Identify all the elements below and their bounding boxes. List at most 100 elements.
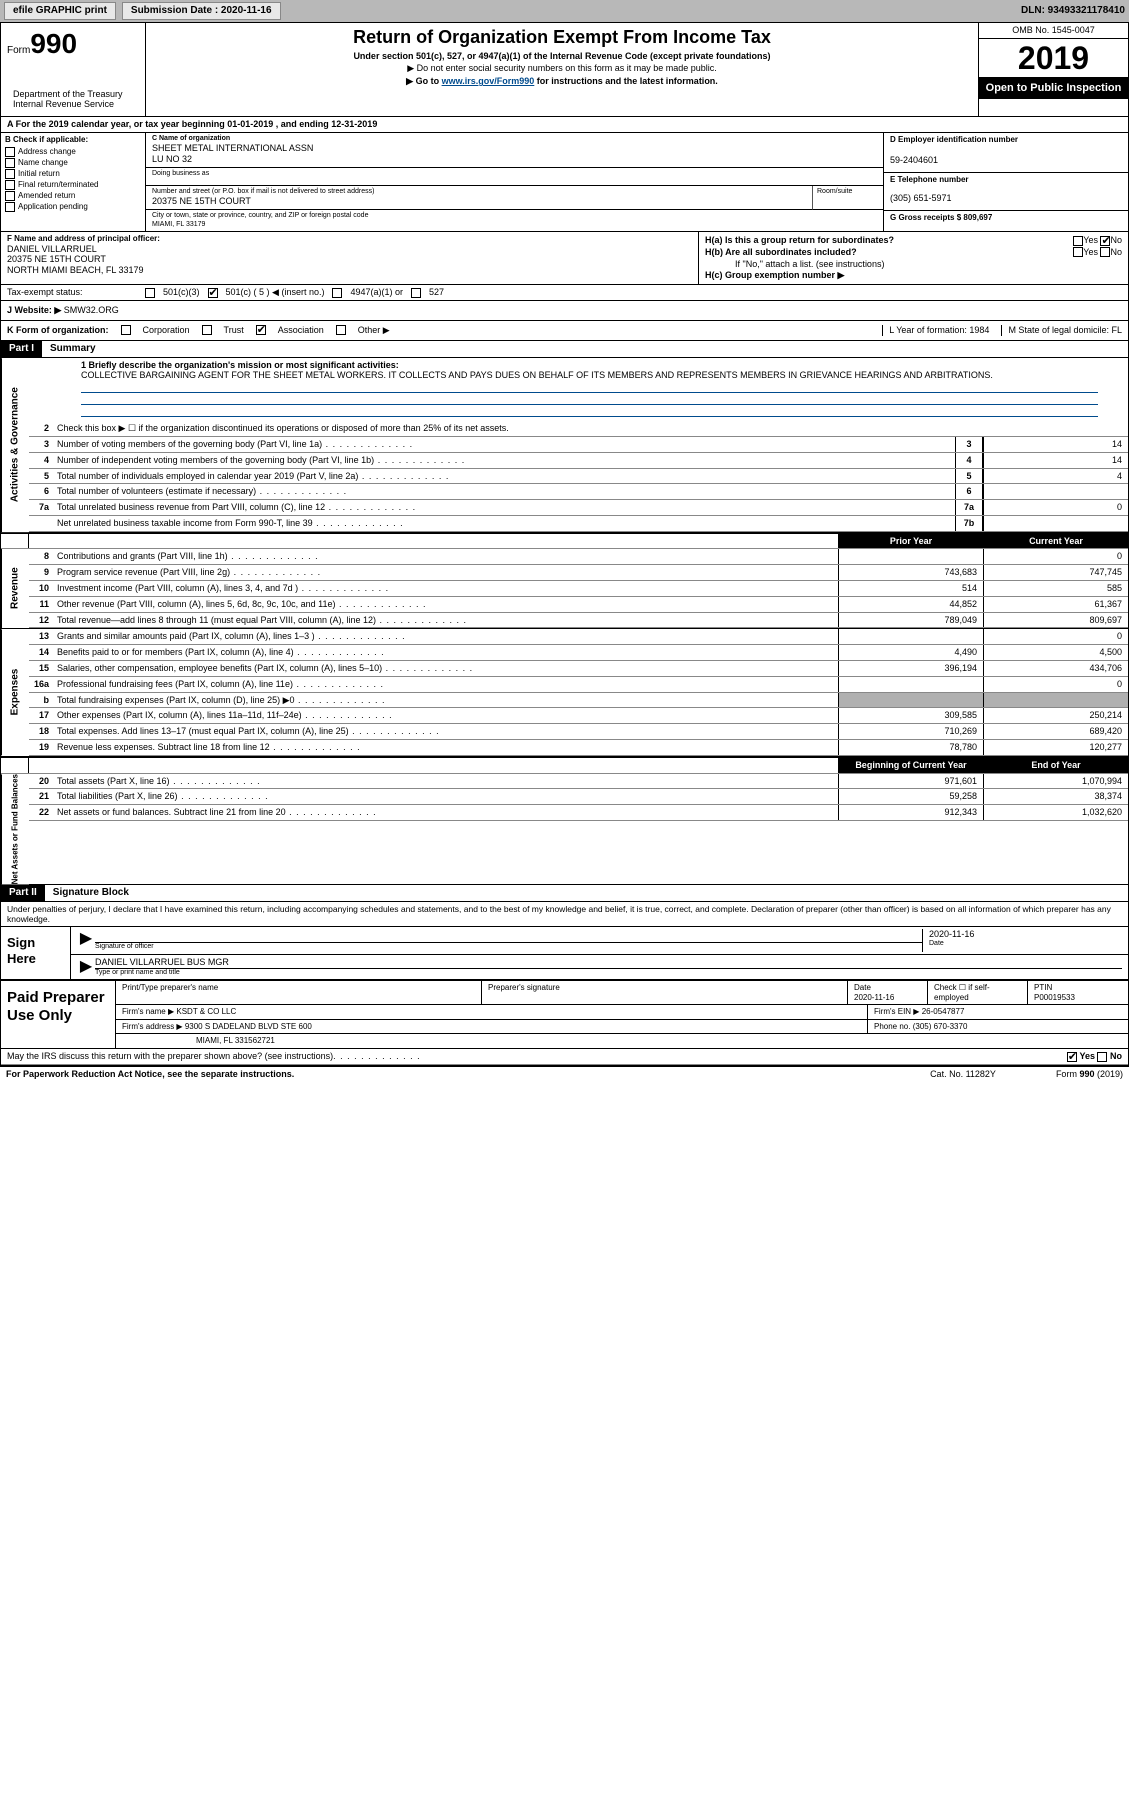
ha-no: No — [1110, 235, 1122, 245]
officer-addr2: NORTH MIAMI BEACH, FL 33179 — [7, 265, 692, 276]
checkbox-amended[interactable] — [5, 191, 15, 201]
line-desc: Total assets (Part X, line 16) — [53, 774, 838, 789]
checkbox-final-return[interactable] — [5, 180, 15, 190]
checkbox-trust[interactable] — [202, 325, 212, 335]
efile-button[interactable]: efile GRAPHIC print — [4, 2, 116, 20]
current-value: 0 — [983, 549, 1128, 564]
state-domicile: M State of legal domicile: FL — [1001, 325, 1122, 336]
table-row: 9 Program service revenue (Part VIII, li… — [29, 565, 1128, 581]
line-desc: Grants and similar amounts paid (Part IX… — [53, 629, 838, 644]
hb-yes: Yes — [1083, 247, 1098, 257]
table-row: 14 Benefits paid to or for members (Part… — [29, 645, 1128, 661]
line1-label: 1 Briefly describe the organization's mi… — [81, 360, 399, 370]
dln-label: DLN: 93493321178410 — [1021, 5, 1125, 17]
table-row: b Total fundraising expenses (Part IX, c… — [29, 693, 1128, 709]
current-value: 585 — [983, 581, 1128, 596]
form-container: Form990 Department of the Treasury Inter… — [0, 22, 1129, 1066]
line-num: 8 — [29, 549, 53, 564]
paperwork-notice: For Paperwork Reduction Act Notice, see … — [6, 1069, 294, 1080]
line-desc: Contributions and grants (Part VIII, lin… — [53, 549, 838, 564]
line-desc: Investment income (Part VIII, column (A)… — [53, 581, 838, 596]
table-row: 16a Professional fundraising fees (Part … — [29, 677, 1128, 693]
line-desc: Program service revenue (Part VIII, line… — [53, 565, 838, 580]
prior-value: 743,683 — [838, 565, 983, 580]
table-row: 7a Total unrelated business revenue from… — [29, 500, 1128, 516]
line-num: 15 — [29, 661, 53, 676]
prior-value — [838, 549, 983, 564]
irs-link[interactable]: www.irs.gov/Form990 — [442, 76, 535, 86]
ptin-label: PTIN — [1034, 983, 1122, 993]
opt-501c: 501(c) ( 5 ) ◀ (insert no.) — [226, 287, 325, 298]
line-desc: Total number of individuals employed in … — [53, 469, 955, 484]
checkbox-527[interactable] — [411, 288, 421, 298]
current-value: 689,420 — [983, 724, 1128, 739]
side-expenses: Expenses — [1, 629, 29, 755]
prior-value: 396,194 — [838, 661, 983, 676]
mission-text: COLLECTIVE BARGAINING AGENT FOR THE SHEE… — [81, 370, 993, 380]
checkbox-initial-return[interactable] — [5, 169, 15, 179]
tax-year: 2019 — [979, 39, 1128, 78]
part2-title: Signature Block — [45, 885, 137, 901]
checkbox-address-change[interactable] — [5, 147, 15, 157]
checkbox-501c3[interactable] — [145, 288, 155, 298]
checkbox-4947[interactable] — [332, 288, 342, 298]
checkbox-pending[interactable] — [5, 202, 15, 212]
checkbox-corp[interactable] — [121, 325, 131, 335]
cat-no: Cat. No. 11282Y — [930, 1069, 996, 1080]
sig-arrow-icon: ▶ — [77, 929, 95, 951]
form-org-label: K Form of organization: — [7, 325, 109, 335]
col-begin-header: Beginning of Current Year — [838, 758, 983, 773]
table-row: 19 Revenue less expenses. Subtract line … — [29, 740, 1128, 756]
checkbox-hb-yes[interactable] — [1073, 247, 1083, 257]
hc-label: H(c) Group exemption number ▶ — [705, 270, 844, 281]
checkbox-discuss-no[interactable] — [1097, 1052, 1107, 1062]
paid-preparer-label: Paid Preparer Use Only — [1, 981, 116, 1048]
line-value: 14 — [983, 453, 1128, 468]
current-value: 250,214 — [983, 708, 1128, 723]
room-suite-caption: Room/suite — [813, 186, 883, 210]
line-num: 7a — [29, 500, 53, 515]
line-num: 19 — [29, 740, 53, 755]
prep-date: 2020-11-16 — [854, 993, 921, 1003]
current-value: 61,367 — [983, 597, 1128, 612]
form-header: Form990 Department of the Treasury Inter… — [1, 23, 1128, 117]
checkbox-501c[interactable] — [208, 288, 218, 298]
part1-tag: Part I — [1, 341, 42, 357]
checkbox-ha-yes[interactable] — [1073, 236, 1083, 246]
prior-value — [838, 677, 983, 692]
checkbox-ha-no[interactable] — [1100, 236, 1110, 246]
form-number: Form990 — [7, 27, 139, 61]
dept-label: Department of the Treasury Internal Reve… — [7, 89, 139, 113]
side-net-assets: Net Assets or Fund Balances — [1, 774, 29, 884]
firm-city: MIAMI, FL 331562721 — [116, 1034, 1128, 1048]
line-num: 13 — [29, 629, 53, 644]
opt-501c3: 501(c)(3) — [163, 287, 200, 298]
city-state-zip: MIAMI, FL 33179 — [152, 221, 877, 229]
checkbox-hb-no[interactable] — [1100, 247, 1110, 257]
website-value: SMW32.ORG — [64, 305, 119, 315]
opt-assoc: Association — [278, 325, 324, 336]
firm-ein: 26-0547877 — [922, 1007, 965, 1016]
instructions-link: ▶ Go to www.irs.gov/Form990 for instruct… — [154, 76, 970, 87]
line-desc: Number of voting members of the governin… — [53, 437, 955, 452]
current-value: 4,500 — [983, 645, 1128, 660]
line-num: 3 — [29, 437, 53, 452]
line-num: 5 — [29, 469, 53, 484]
checkbox-name-change[interactable] — [5, 158, 15, 168]
phone-caption: E Telephone number — [890, 175, 1122, 185]
line-box: 4 — [955, 453, 983, 468]
dba-caption: Doing business as — [152, 170, 209, 177]
table-row: 11 Other revenue (Part VIII, column (A),… — [29, 597, 1128, 613]
submission-date-button[interactable]: Submission Date : 2020-11-16 — [122, 2, 281, 20]
line-desc: Other expenses (Part IX, column (A), lin… — [53, 708, 838, 723]
line-desc: Other revenue (Part VIII, column (A), li… — [53, 597, 838, 612]
checkbox-assoc[interactable] — [256, 325, 266, 335]
date-label: Date — [929, 940, 1122, 948]
checkbox-other[interactable] — [336, 325, 346, 335]
checkbox-discuss-yes[interactable] — [1067, 1052, 1077, 1062]
opt-4947: 4947(a)(1) or — [350, 287, 403, 298]
firm-name-label: Firm's name ▶ — [122, 1007, 174, 1016]
prior-value: 789,049 — [838, 613, 983, 628]
website-label: J Website: ▶ — [7, 305, 61, 315]
current-value: 747,745 — [983, 565, 1128, 580]
